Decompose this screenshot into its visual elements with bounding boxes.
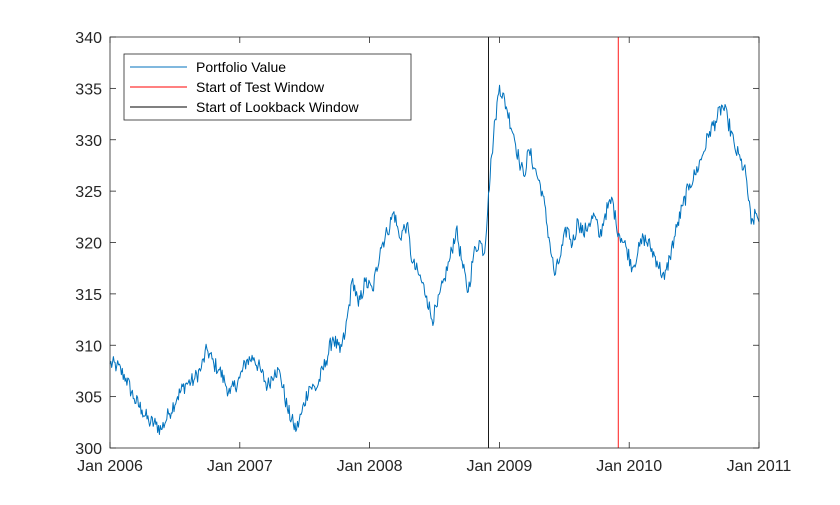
legend-item-portfolio-value: Portfolio Value bbox=[196, 59, 286, 75]
y-tick-label: 330 bbox=[75, 133, 102, 150]
y-tick-label: 310 bbox=[75, 338, 102, 355]
y-tick-label: 335 bbox=[75, 81, 102, 98]
x-tick-label: Jan 2006 bbox=[77, 458, 143, 475]
y-tick-label: 340 bbox=[75, 30, 102, 47]
y-tick-label: 300 bbox=[75, 441, 102, 458]
y-tick-label: 320 bbox=[75, 236, 102, 253]
y-tick-label: 325 bbox=[75, 184, 102, 201]
legend: Portfolio Value Start of Test Window Start… bbox=[123, 53, 412, 121]
legend-item-test-window: Start of Test Window bbox=[196, 79, 325, 95]
x-tick-label: Jan 2009 bbox=[466, 458, 532, 475]
portfolio-value-line bbox=[109, 84, 760, 435]
x-tick-label: Jan 2011 bbox=[727, 458, 792, 475]
legend-item-lookback-window: Start of Lookback Window bbox=[196, 99, 360, 115]
plot-area bbox=[109, 37, 760, 448]
x-tick-label: Jan 2008 bbox=[337, 458, 403, 475]
x-tick-label: Jan 2010 bbox=[596, 458, 662, 475]
x-tick-label: Jan 2007 bbox=[207, 458, 273, 475]
y-tick-label: 305 bbox=[75, 390, 102, 407]
y-tick-label: 315 bbox=[75, 287, 102, 304]
axes: 300 305 310 315 320 325 330 335 340 Jan 2006 Jan 2… bbox=[75, 30, 791, 475]
